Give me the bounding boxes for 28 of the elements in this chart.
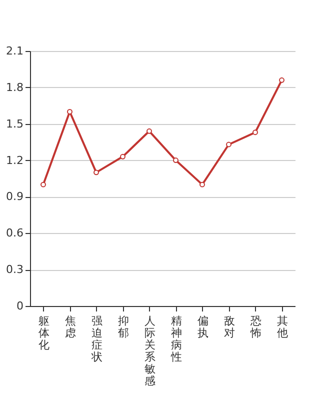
point bbox=[146, 128, 152, 134]
x-tick-label: 躯体化 bbox=[38, 314, 50, 352]
x-tick-label: 其他 bbox=[276, 314, 288, 340]
point bbox=[120, 154, 126, 160]
point bbox=[252, 130, 258, 136]
y-tick-label: 0.6 bbox=[6, 226, 24, 240]
y-tick-label: 0 bbox=[16, 300, 24, 312]
y-tick-label: 2.1 bbox=[6, 44, 24, 58]
x-tick-label: 焦虑 bbox=[64, 314, 76, 340]
x-tick-label: 恐怖 bbox=[249, 314, 262, 340]
x-tick-label: 抑郁 bbox=[118, 314, 129, 340]
point bbox=[226, 142, 232, 148]
y-tick-label: 1.5 bbox=[6, 117, 24, 130]
point bbox=[200, 182, 205, 188]
y-tick-label: 0.3 bbox=[6, 263, 24, 276]
point bbox=[94, 170, 99, 176]
point bbox=[40, 182, 46, 188]
y-tick-label: 1.2 bbox=[6, 154, 24, 167]
point bbox=[67, 108, 72, 114]
y-tick-label: 0.9 bbox=[6, 190, 24, 204]
y-tick-label: 1.8 bbox=[6, 80, 24, 94]
x-tick-label: 人际关系敏感 bbox=[144, 314, 156, 388]
x-tick-label: 强迫症状 bbox=[90, 314, 102, 364]
x-tick-label: 敌对 bbox=[224, 314, 235, 340]
x-tick-label: 偏执 bbox=[197, 314, 208, 340]
point bbox=[173, 158, 178, 164]
point bbox=[279, 77, 284, 83]
x-tick-label: 精神病性 bbox=[170, 314, 182, 364]
